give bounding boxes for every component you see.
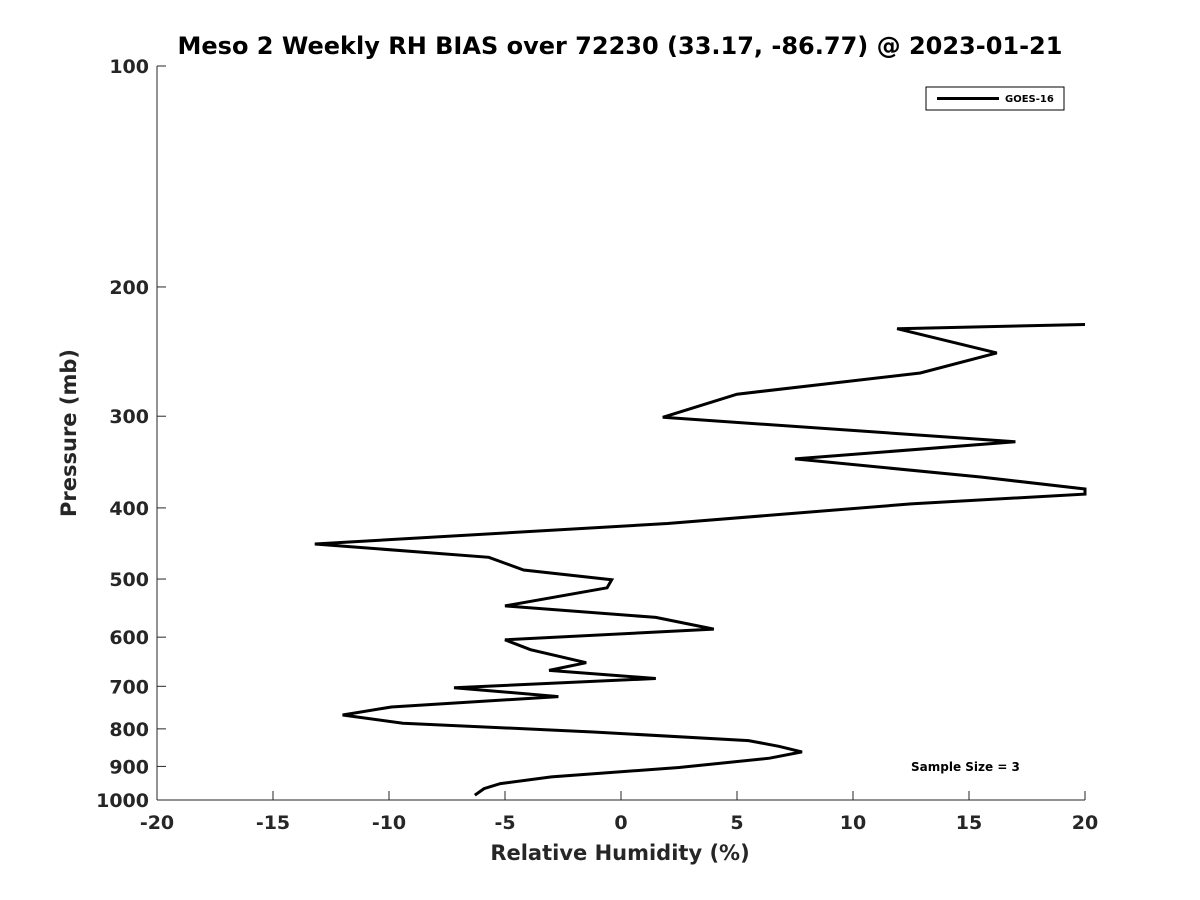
y-tick-label: 500 [109, 569, 149, 591]
x-tick-label: -20 [140, 812, 174, 834]
x-axis-label: Relative Humidity (%) [490, 841, 749, 865]
chart-title: Meso 2 Weekly RH BIAS over 72230 (33.17,… [178, 32, 1063, 60]
y-tick-label: 100 [109, 56, 149, 78]
series-line-goes-16 [314, 323, 1087, 797]
y-axis-label: Pressure (mb) [57, 349, 81, 517]
x-tick-label: 15 [956, 812, 982, 834]
x-tick-label: 10 [840, 812, 866, 834]
y-tick-label: 200 [109, 277, 149, 299]
x-tick-label: -5 [494, 812, 515, 834]
plot-area [314, 323, 1087, 797]
y-tick-label: 300 [109, 406, 149, 428]
y-tick-label: 600 [109, 627, 149, 649]
legend: GOES-16 [925, 86, 1065, 111]
x-tick-label: -10 [372, 812, 406, 834]
sample-size-annotation: Sample Size = 3 [911, 760, 1020, 774]
y-tick-label: 400 [109, 498, 149, 520]
y-tick-label: 700 [109, 676, 149, 698]
y-tick-label: 800 [109, 719, 149, 741]
legend-entry-label: GOES-16 [1005, 94, 1054, 105]
y-tick-label: 900 [109, 756, 149, 778]
axes: -20 -15 -10 -5 0 5 10 15 20 100 200 300 400 500 600 700… [96, 56, 1098, 834]
x-tick-label: -15 [256, 812, 290, 834]
x-tick-label: 20 [1072, 812, 1098, 834]
x-tick-label: 5 [730, 812, 743, 834]
y-tick-label: 1000 [96, 790, 149, 812]
x-tick-label: 0 [614, 812, 627, 834]
